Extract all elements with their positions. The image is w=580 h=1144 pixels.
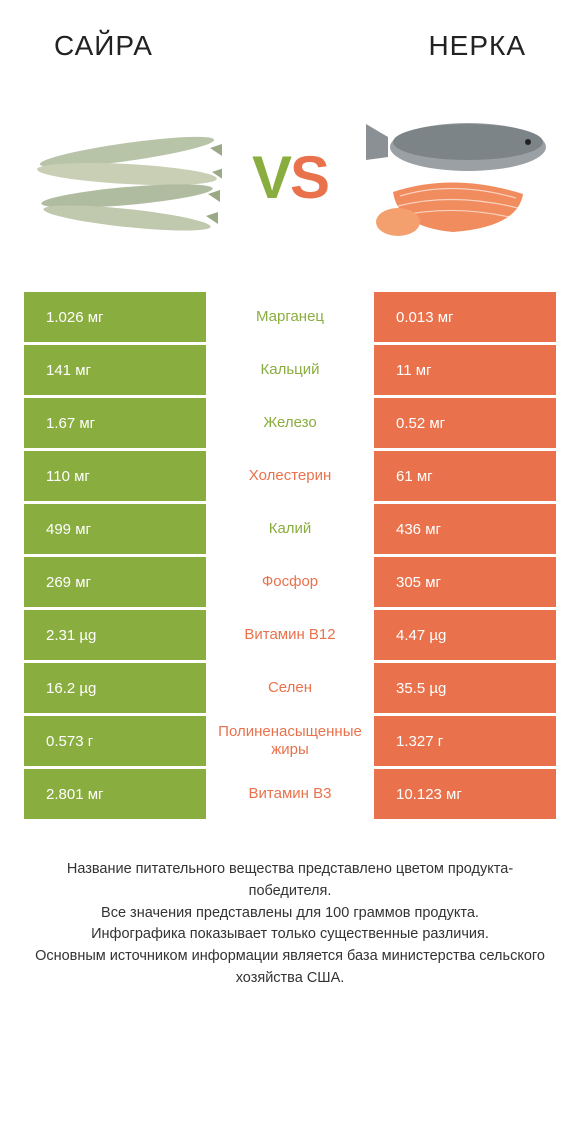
footer-line: Основным источником информации является … (30, 946, 550, 990)
right-value-cell: 305 мг (374, 557, 556, 607)
table-row: 269 мгФосфор305 мг (24, 557, 556, 607)
footer-notes: Название питательного вещества представл… (24, 859, 556, 990)
left-value-cell: 0.573 г (24, 716, 206, 766)
images-row: VS (24, 92, 556, 262)
vs-label: VS (252, 143, 328, 212)
nutrient-label-cell: Полиненасыщенные жиры (206, 716, 374, 766)
nutrient-label-cell: Калий (206, 504, 374, 554)
right-value-cell: 0.013 мг (374, 292, 556, 342)
footer-line: Инфографика показывает только существенн… (30, 924, 550, 946)
nutrient-label-cell: Витамин B12 (206, 610, 374, 660)
footer-line: Все значения представлены для 100 граммо… (30, 903, 550, 925)
left-value-cell: 16.2 µg (24, 663, 206, 713)
right-value-cell: 1.327 г (374, 716, 556, 766)
right-value-cell: 436 мг (374, 504, 556, 554)
left-value-cell: 110 мг (24, 451, 206, 501)
header: САЙРА НЕРКА (24, 30, 556, 62)
table-row: 16.2 µgСелен35.5 µg (24, 663, 556, 713)
table-row: 1.026 мгМарганец0.013 мг (24, 292, 556, 342)
saury-fish-icon (32, 102, 222, 252)
table-row: 141 мгКальций11 мг (24, 345, 556, 395)
right-value-cell: 35.5 µg (374, 663, 556, 713)
table-row: 0.573 гПолиненасыщенные жиры1.327 г (24, 716, 556, 766)
table-row: 110 мгХолестерин61 мг (24, 451, 556, 501)
nutrient-label-cell: Марганец (206, 292, 374, 342)
table-row: 499 мгКалий436 мг (24, 504, 556, 554)
right-value-cell: 11 мг (374, 345, 556, 395)
nutrient-label-cell: Холестерин (206, 451, 374, 501)
nutrient-label-cell: Селен (206, 663, 374, 713)
right-value-cell: 0.52 мг (374, 398, 556, 448)
left-value-cell: 1.026 мг (24, 292, 206, 342)
footer-line: Название питательного вещества представл… (30, 859, 550, 903)
nutrient-label-cell: Железо (206, 398, 374, 448)
right-value-cell: 4.47 µg (374, 610, 556, 660)
left-product-title: САЙРА (54, 30, 153, 62)
left-value-cell: 2.31 µg (24, 610, 206, 660)
right-product-title: НЕРКА (428, 30, 526, 62)
table-row: 1.67 мгЖелезо0.52 мг (24, 398, 556, 448)
vs-v: V (252, 144, 290, 211)
nutrient-label-cell: Витамин B3 (206, 769, 374, 819)
right-value-cell: 61 мг (374, 451, 556, 501)
left-value-cell: 2.801 мг (24, 769, 206, 819)
left-value-cell: 141 мг (24, 345, 206, 395)
nutrient-table: 1.026 мгМарганец0.013 мг141 мгКальций11 … (24, 292, 556, 819)
nutrient-label-cell: Фосфор (206, 557, 374, 607)
table-row: 2.801 мгВитамин B310.123 мг (24, 769, 556, 819)
table-row: 2.31 µgВитамин B124.47 µg (24, 610, 556, 660)
right-value-cell: 10.123 мг (374, 769, 556, 819)
left-value-cell: 499 мг (24, 504, 206, 554)
left-product-image (32, 102, 222, 252)
nutrient-label-cell: Кальций (206, 345, 374, 395)
vs-s: S (290, 144, 328, 211)
right-product-image (358, 102, 548, 252)
left-value-cell: 269 мг (24, 557, 206, 607)
sockeye-salmon-icon (358, 102, 548, 252)
left-value-cell: 1.67 мг (24, 398, 206, 448)
